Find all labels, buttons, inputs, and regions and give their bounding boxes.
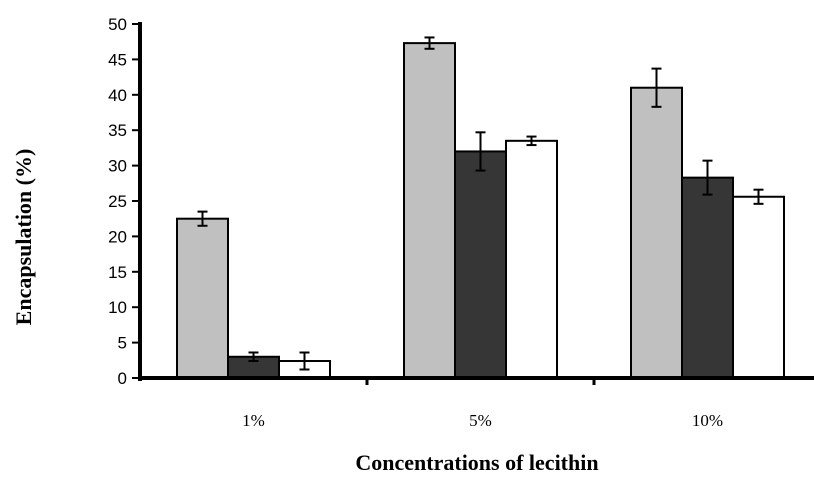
bar: [176, 217, 229, 379]
bar: [454, 150, 507, 379]
y-tick-label: 50: [108, 15, 127, 34]
y-tick-label: 5: [118, 334, 127, 353]
y-axis-title: Encapsulation (%): [11, 149, 36, 326]
y-tick-label: 25: [108, 192, 127, 211]
error-bars-group: [197, 36, 764, 371]
y-tick-label: 15: [108, 263, 127, 282]
y-tick-label: 45: [108, 50, 127, 69]
y-tick-label: 30: [108, 157, 127, 176]
y-tick-label: 10: [108, 298, 127, 317]
x-tick-label: 10%: [692, 411, 723, 430]
bars-group: [176, 42, 785, 380]
y-tick-label: 0: [118, 369, 127, 388]
bar: [732, 195, 785, 379]
x-axis-title: Concentrations of lecithin: [355, 450, 598, 475]
bar: [630, 86, 683, 379]
bar: [681, 176, 734, 379]
tick-labels-group: 1% 5% 10% 0 5 10 15 20 25 30 35 40 45 50: [108, 15, 723, 430]
y-tick-label: 20: [108, 227, 127, 246]
bar: [505, 139, 558, 379]
x-tick-label: 5%: [469, 411, 492, 430]
y-tick-label: 35: [108, 121, 127, 140]
y-tick-label: 40: [108, 86, 127, 105]
x-tick-label: 1%: [242, 411, 265, 430]
axes-group: [132, 22, 814, 385]
bar: [403, 42, 456, 380]
